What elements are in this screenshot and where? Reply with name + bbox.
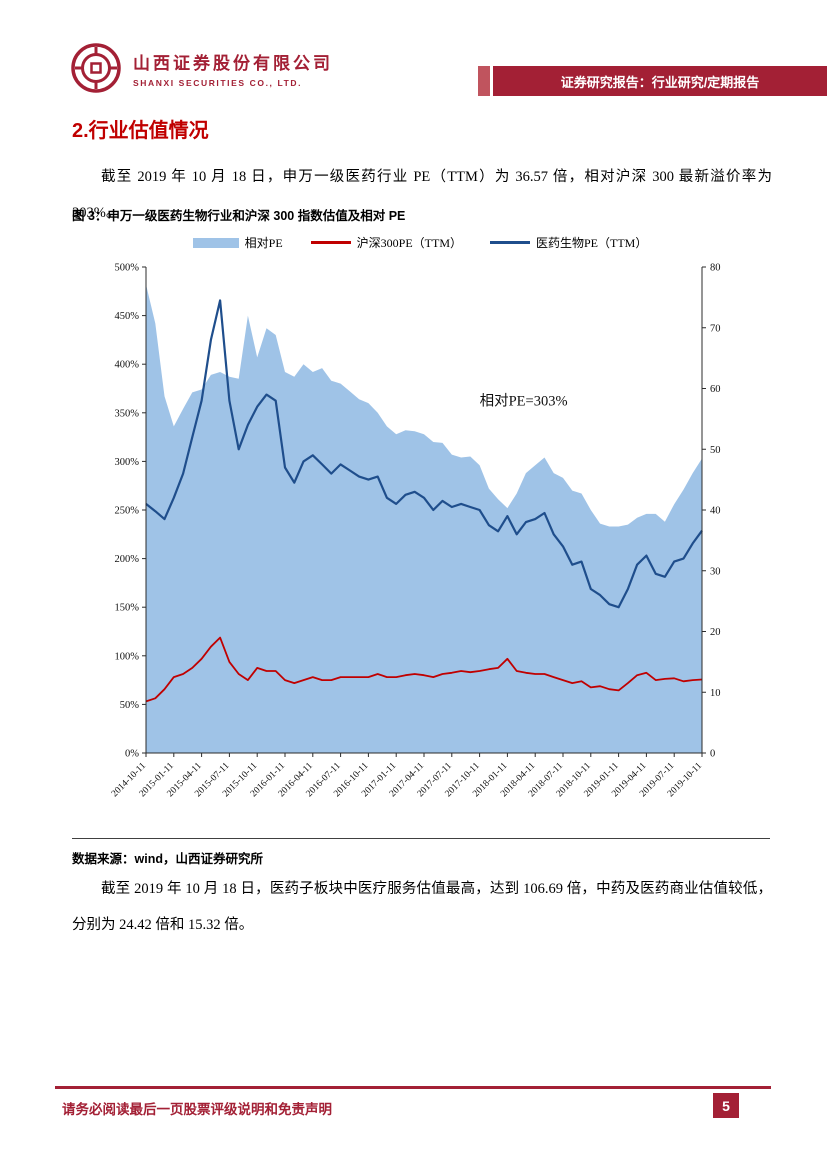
svg-text:400%: 400% bbox=[115, 360, 140, 371]
svg-text:20: 20 bbox=[710, 627, 721, 638]
svg-text:300%: 300% bbox=[115, 457, 140, 468]
svg-text:200%: 200% bbox=[115, 554, 140, 565]
paragraph-subsector-valuation: 截至 2019 年 10 月 18 日，医药子板块中医疗服务估值最高，达到 10… bbox=[72, 881, 772, 933]
report-type-banner: 证券研究报告：行业研究/定期报告 bbox=[478, 66, 827, 96]
svg-text:30: 30 bbox=[710, 566, 721, 577]
paragraph-valuation-summary: 截至 2019 年 10 月 18 日，申万一级医药行业 PE（TTM）为 36… bbox=[72, 169, 772, 221]
data-source: 数据来源：wind，山西证券研究所 bbox=[72, 838, 770, 867]
footer-disclaimer: 请务必阅读最后一页股票评级说明和免责声明 bbox=[62, 1102, 332, 1117]
company-name-en: SHANXI SECURITIES CO., LTD. bbox=[133, 77, 303, 88]
svg-text:80: 80 bbox=[710, 263, 721, 274]
svg-text:450%: 450% bbox=[115, 311, 140, 322]
banner-accent bbox=[478, 66, 490, 96]
svg-text:50%: 50% bbox=[120, 700, 140, 711]
svg-text:0: 0 bbox=[710, 749, 715, 760]
legend-item-relative-pe: 相对PE bbox=[192, 234, 283, 251]
chart-canvas: 0%50%100%150%200%250%300%350%400%450%500… bbox=[110, 263, 721, 800]
svg-text:70: 70 bbox=[710, 323, 721, 334]
svg-text:350%: 350% bbox=[115, 408, 140, 419]
banner-text: 证券研究报告：行业研究/定期报告 bbox=[493, 66, 827, 96]
svg-text:相对PE=303%: 相对PE=303% bbox=[480, 393, 568, 410]
figure-caption: 图 3：申万一级医药生物行业和沪深 300 指数估值及相对 PE bbox=[72, 209, 406, 223]
section-title: 2.行业估值情况 bbox=[72, 120, 209, 142]
svg-text:0%: 0% bbox=[125, 749, 139, 760]
legend-swatch-csi300-pe bbox=[310, 241, 351, 244]
legend-item-csi300-pe: 沪深300PE（TTM） bbox=[310, 234, 462, 251]
svg-text:500%: 500% bbox=[115, 263, 140, 274]
svg-text:100%: 100% bbox=[115, 651, 140, 662]
footer-divider bbox=[55, 1086, 771, 1089]
svg-text:40: 40 bbox=[710, 506, 721, 517]
company-name: 山西证券股份有限公司 bbox=[133, 53, 333, 73]
page-number: 5 bbox=[713, 1093, 739, 1118]
svg-text:250%: 250% bbox=[115, 506, 140, 517]
svg-text:50: 50 bbox=[710, 445, 721, 456]
legend-label-pharma-pe: 医药生物PE（TTM） bbox=[536, 236, 648, 250]
figure-3-chart: 相对PE 沪深300PE（TTM） 医药生物PE（TTM） 0% 50% 100% 1… bbox=[100, 234, 740, 830]
svg-text:10: 10 bbox=[710, 688, 721, 699]
svg-text:150%: 150% bbox=[115, 603, 140, 614]
report-header: 山西证券股份有限公司 SHANXI SECURITIES CO., LTD. bbox=[70, 42, 333, 94]
legend-label-relative-pe: 相对PE bbox=[244, 236, 283, 250]
chart-legend: 相对PE 沪深300PE（TTM） 医药生物PE（TTM） bbox=[100, 234, 740, 251]
legend-swatch-relative-pe bbox=[192, 237, 239, 248]
legend-label-csi300-pe: 沪深300PE（TTM） bbox=[356, 236, 462, 250]
legend-item-pharma-pe: 医药生物PE（TTM） bbox=[490, 234, 647, 251]
svg-text:60: 60 bbox=[710, 384, 721, 395]
legend-swatch-pharma-pe bbox=[490, 241, 530, 244]
company-logo-icon bbox=[70, 42, 122, 94]
